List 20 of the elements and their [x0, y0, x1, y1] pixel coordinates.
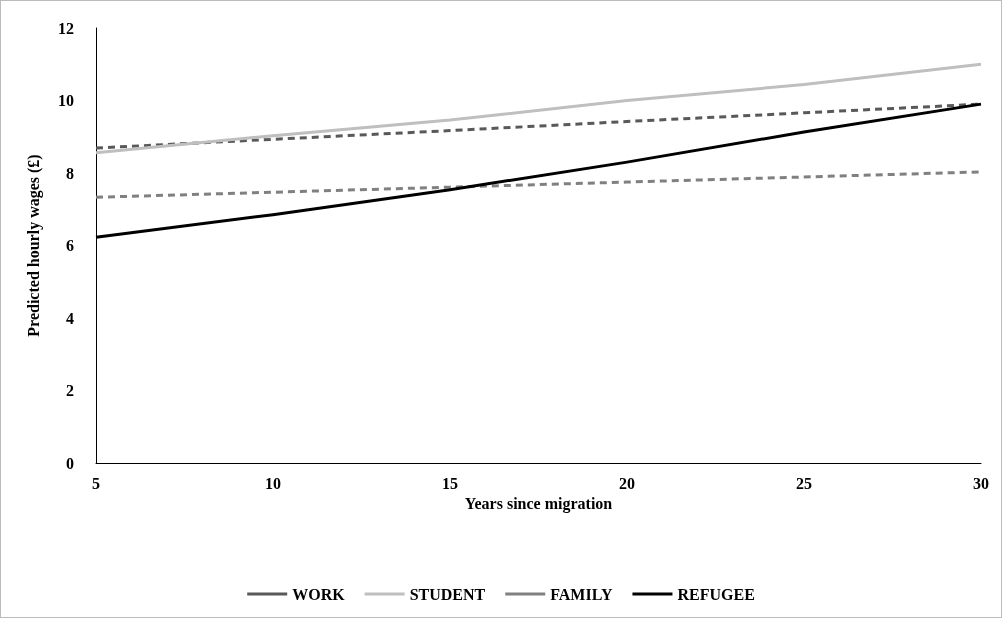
line-series	[94, 62, 983, 155]
y-tick-label: 0	[66, 454, 74, 472]
x-tick-label: 20	[619, 474, 635, 492]
y-tick-label: 4	[66, 309, 74, 327]
y-tick-label: 10	[58, 92, 74, 109]
x-axis-title: Years since migration	[464, 495, 613, 514]
x-tick-label: 25	[796, 474, 812, 492]
x-tick-label: 30	[973, 474, 989, 492]
legend-label: REFUGEE	[677, 585, 755, 603]
x-tick-label: 5	[92, 474, 100, 492]
y-tick-label: 12	[58, 19, 74, 37]
legend-label: STUDENT	[409, 585, 486, 603]
y-tick-label: 6	[66, 237, 74, 254]
y-tick-label: 8	[66, 164, 74, 182]
legend-label: WORK	[292, 585, 346, 603]
y-tick-label: 2	[66, 382, 74, 399]
x-tick-label: 10	[265, 474, 281, 492]
legend-label: FAMILY	[550, 585, 613, 603]
y-axis-title: Predicted hourly wages (£)	[24, 154, 43, 337]
x-tick-label: 15	[442, 474, 458, 492]
